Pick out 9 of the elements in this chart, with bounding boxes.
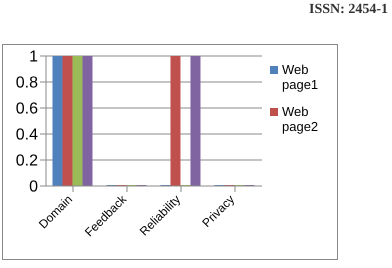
text: ISSN: 2454-1 bbox=[309, 2, 388, 18]
legend-label: Web page1 bbox=[282, 62, 320, 92]
y-tick-label: 1 bbox=[29, 48, 38, 66]
legend-label: Web page2 bbox=[282, 104, 320, 134]
y-tick-label: 0.8 bbox=[16, 74, 38, 92]
y-tick-label: 0 bbox=[29, 178, 38, 196]
y-tick-label: 0.6 bbox=[16, 100, 38, 118]
y-tick-label: 0.4 bbox=[16, 126, 38, 144]
y-tick-label: 0.2 bbox=[16, 152, 38, 170]
